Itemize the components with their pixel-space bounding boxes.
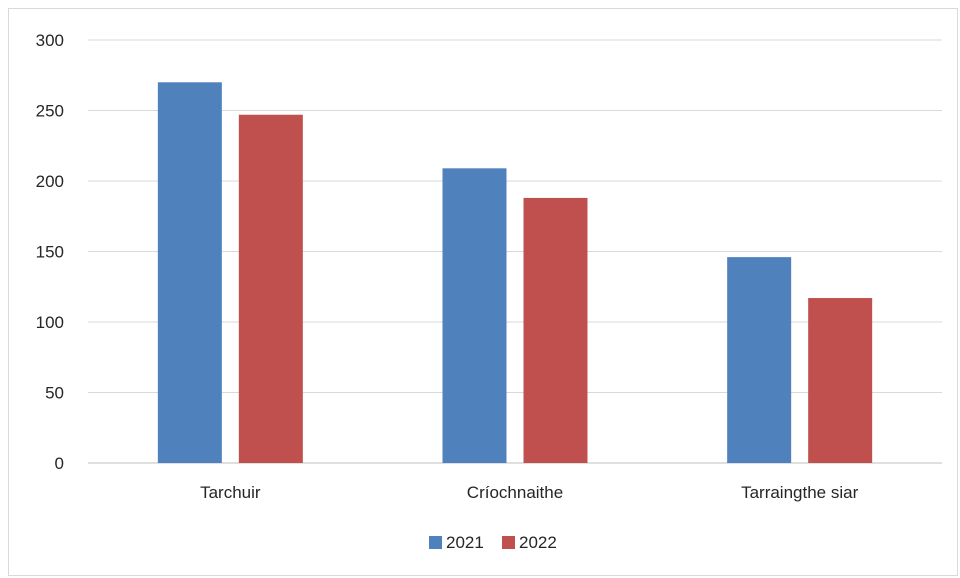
bars — [157, 82, 873, 464]
y-tick-label: 150 — [36, 243, 64, 262]
legend-label: 2022 — [519, 533, 557, 552]
bar-2022-0 — [238, 114, 303, 463]
x-category-label: Tarchuir — [200, 483, 261, 502]
y-tick-label: 250 — [36, 102, 64, 121]
bar-2021-1 — [442, 168, 507, 463]
x-category-label: Críochnaithe — [467, 483, 563, 502]
legend-label: 2021 — [446, 533, 484, 552]
bar-2022-1 — [523, 197, 588, 464]
y-tick-label: 200 — [36, 172, 64, 191]
y-tick-label: 300 — [36, 31, 64, 50]
y-tick-label: 0 — [55, 454, 64, 473]
y-tick-label: 100 — [36, 313, 64, 332]
bar-2021-2 — [727, 257, 792, 463]
x-axis-labels: Tarchuir Críochnaithe Tarraingthe siar — [200, 483, 858, 502]
legend-swatch-2022 — [502, 536, 515, 549]
y-axis-ticks: 0 50 100 150 200 250 300 — [36, 31, 64, 473]
x-category-label: Tarraingthe siar — [741, 483, 859, 502]
gridlines — [88, 39, 942, 464]
legend-swatch-2021 — [429, 536, 442, 549]
legend: 2021 2022 — [429, 533, 557, 552]
y-tick-label: 50 — [45, 384, 64, 403]
bar-2022-2 — [808, 298, 873, 463]
bar-2021-0 — [157, 82, 222, 464]
